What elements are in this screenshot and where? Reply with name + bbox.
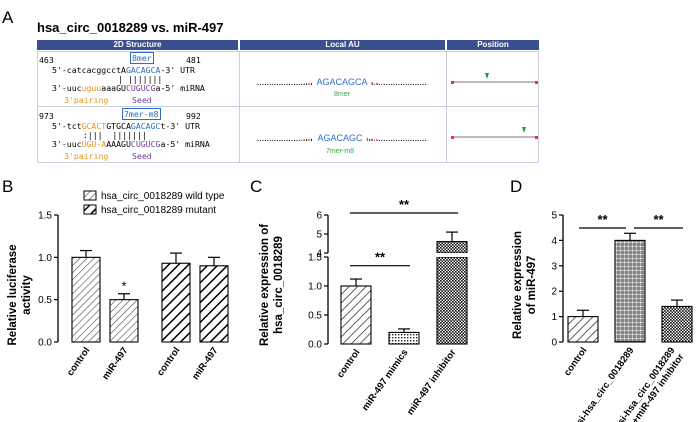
x-tick-label: miR-497	[190, 345, 220, 382]
y-tick-label: 0.5	[38, 295, 52, 306]
bar	[109, 299, 139, 343]
bar	[71, 256, 101, 343]
header-position: Position	[447, 40, 539, 50]
y-tick-label: 1.5	[38, 211, 52, 222]
y-tick-label: 3	[551, 261, 557, 272]
y-tick-label: 0.0	[308, 340, 322, 351]
site2-mirna-line: 3'-uucUGU-AAAAGUCUGUCGa-5' miRNA	[52, 139, 210, 149]
track-end-marker	[451, 81, 454, 84]
legend-mutant: hsa_circ_0018289 mutant	[101, 205, 216, 216]
local-au-site2	[257, 137, 427, 141]
y-tick-label: 2	[551, 287, 557, 298]
site2-pairs: :||| |||||||	[73, 130, 147, 140]
bar	[661, 305, 693, 343]
site2-end: 992	[186, 111, 201, 121]
site1-mirna-line: 3'-uucuguuaaaGUCUGUCGa-5' miRNA	[52, 83, 205, 93]
track-end-marker	[535, 81, 538, 84]
site1-au-label: AGACAGCA	[316, 77, 367, 87]
legend-wild-type: hsa_circ_0018289 wild type	[101, 191, 225, 202]
site1-seed-label: Seed	[132, 95, 152, 105]
header-2d-structure: 2D Structure	[37, 40, 238, 50]
site1-type-badge: 8mer	[130, 52, 154, 64]
y-tick-label: 5	[316, 230, 322, 241]
chart-b-ylabel: Relative luciferase activity	[7, 244, 33, 345]
y-tick-label: 5	[551, 211, 557, 222]
site2-type-badge: 7mer-m8	[122, 108, 161, 120]
divider	[446, 51, 447, 163]
y-tick-label: 1.0	[38, 253, 52, 264]
chart-c-ylabel: Relative expression of hsa_circ_0018289	[259, 224, 285, 346]
axis-break-gap	[436, 253, 468, 257]
bar	[567, 316, 599, 343]
legend-swatch-mutant	[83, 204, 97, 215]
y-tick-label: 1.0	[308, 282, 322, 293]
significance-star: **	[597, 212, 608, 227]
panel-a-frame	[37, 51, 539, 163]
chart-d-ylabel: Relative expression of miR-497	[512, 231, 538, 339]
site1-pairing-label: 3'pairing	[64, 95, 109, 105]
track-end-marker	[535, 136, 538, 139]
site1-au-type: 8mer	[334, 91, 351, 98]
chart-d: Relative expression of miR-497 0 1 2 3 4 5 cont…	[512, 211, 693, 422]
y-tick-label: 1.5	[308, 253, 322, 264]
panel-a-title: hsa_circ_0018289 vs. miR-497	[37, 20, 224, 35]
x-tick-label: control	[562, 345, 589, 378]
y-tick-label: 0.5	[308, 311, 322, 322]
chart-b: Relative luciferase activity 0.0 0.5 1.0 1.5…	[7, 190, 229, 382]
site1-end: 481	[186, 55, 201, 65]
bar	[436, 241, 468, 254]
x-tick-label: miR-497 mimics	[360, 347, 411, 413]
panel-b-letter: B	[2, 177, 14, 196]
divider	[239, 51, 240, 163]
site2-au-label: AGACAGC	[317, 133, 363, 143]
significance-star: **	[399, 197, 410, 212]
x-tick-label: control	[155, 345, 182, 378]
site2-au-type: 7mer-m8	[326, 148, 354, 155]
bar	[436, 256, 468, 345]
chart-c: Relative expression of hsa_circ_0018289 0…	[259, 197, 468, 417]
site2-utr-line: 5'-tctGCACTGTGCAGACAGCt-3' UTR	[52, 121, 200, 131]
site2-start: 973	[39, 111, 54, 121]
y-tick-label: 0.0	[38, 338, 52, 349]
bar	[340, 285, 372, 345]
x-tick-label: miR-497 inhibitor	[405, 347, 459, 417]
y-tick-label: 1	[551, 312, 557, 323]
significance-star: **	[653, 212, 664, 227]
x-tick-label: control	[65, 345, 92, 378]
site1-start: 463	[39, 55, 54, 65]
panel-c-letter: C	[250, 177, 263, 196]
y-tick-label: 4	[551, 236, 557, 247]
site2-pairing-label: 3'pairing	[64, 151, 109, 161]
legend-swatch-wild-type	[83, 190, 97, 201]
panel-d-letter: D	[510, 177, 523, 196]
bar	[388, 331, 420, 345]
significance-star: **	[375, 250, 386, 265]
y-tick-label: 0	[551, 338, 557, 349]
site1-utr-line: 5'-catcacggcctAGACAGCA-3' UTR	[52, 65, 195, 75]
bar	[199, 265, 229, 343]
bar	[614, 239, 646, 343]
y-tick-label: 6	[316, 211, 322, 222]
bar	[161, 262, 191, 343]
site1-position-marker-icon	[485, 73, 489, 79]
y-tick-label: 4	[316, 249, 322, 260]
x-tick-label: control	[335, 347, 362, 380]
local-au-site1	[257, 82, 427, 85]
panel-a-letter: A	[2, 8, 14, 27]
site2-position-marker-icon	[522, 127, 526, 133]
divider	[37, 106, 539, 107]
header-local-au: Local AU	[240, 40, 445, 50]
x-tick-label: miR-497	[100, 345, 130, 382]
site2-seed-label: Seed	[132, 151, 152, 161]
site1-pairs: | |||||||	[118, 74, 163, 84]
significance-star: *	[121, 279, 126, 294]
track-end-marker	[451, 136, 454, 139]
